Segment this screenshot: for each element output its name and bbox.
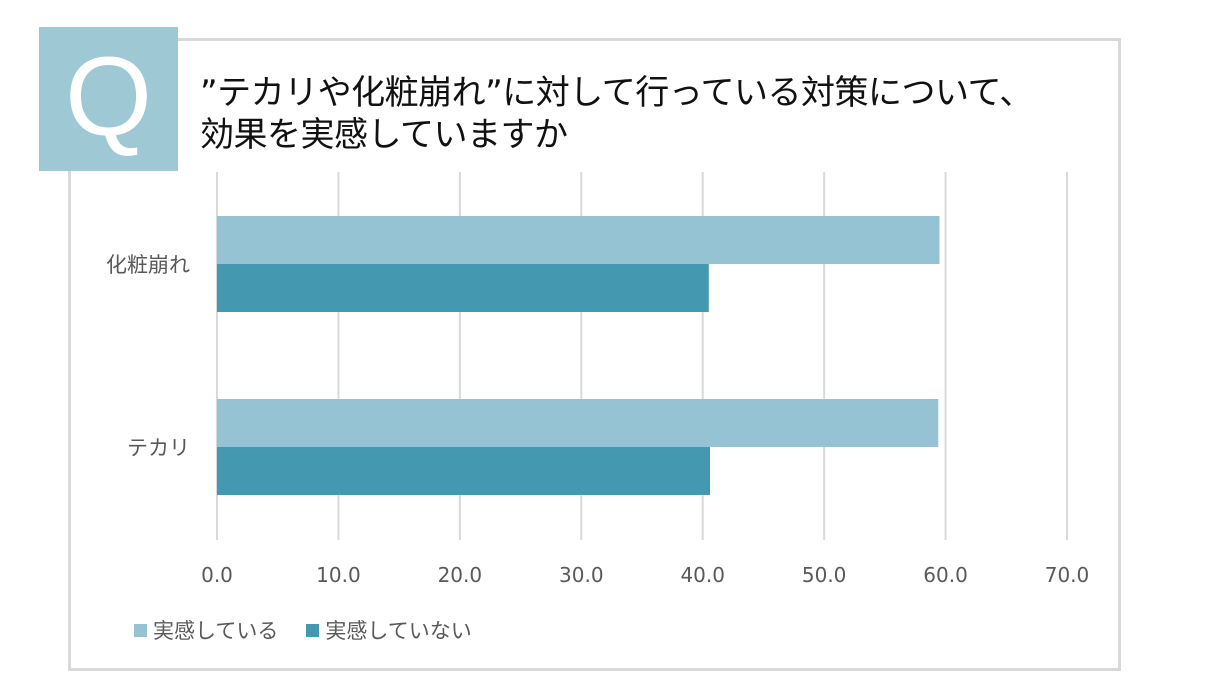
x-tick-label: 20.0 bbox=[438, 563, 483, 587]
chart-legend: 実感している 実感していない bbox=[134, 615, 500, 645]
x-tick-label: 50.0 bbox=[802, 563, 847, 587]
legend-item-jikkan-shiteinai: 実感していない bbox=[306, 615, 472, 645]
question-badge: Q bbox=[39, 27, 178, 171]
question-title-line-1: ”テカリや化粧崩れ”に対して行っている対策について、 bbox=[200, 73, 1033, 113]
x-tick-label: 0.0 bbox=[201, 563, 233, 587]
bar bbox=[217, 216, 940, 264]
y-category-label: テカリ bbox=[127, 436, 190, 460]
x-tick-label: 30.0 bbox=[559, 563, 604, 587]
legend-label: 実感していない bbox=[325, 619, 472, 643]
y-category-label: 化粧崩れ bbox=[106, 253, 190, 277]
question-title-line-2: 効果を実感していますか bbox=[200, 115, 568, 155]
question-badge-letter: Q bbox=[64, 34, 153, 159]
question-title: ”テカリや化粧崩れ”に対して行っている対策について、 効果を実感していますか bbox=[200, 72, 1110, 156]
bar bbox=[217, 264, 709, 312]
legend-item-jikkan-shiteiru: 実感している bbox=[134, 615, 278, 645]
x-tick-label: 70.0 bbox=[1045, 563, 1090, 587]
x-tick-label: 40.0 bbox=[680, 563, 725, 587]
x-tick-label: 60.0 bbox=[923, 563, 968, 587]
legend-swatch bbox=[134, 623, 147, 637]
bar bbox=[217, 399, 939, 447]
x-tick-label: 10.0 bbox=[316, 563, 361, 587]
legend-swatch bbox=[306, 623, 320, 637]
bar bbox=[217, 447, 710, 495]
legend-label: 実感している bbox=[153, 619, 279, 643]
